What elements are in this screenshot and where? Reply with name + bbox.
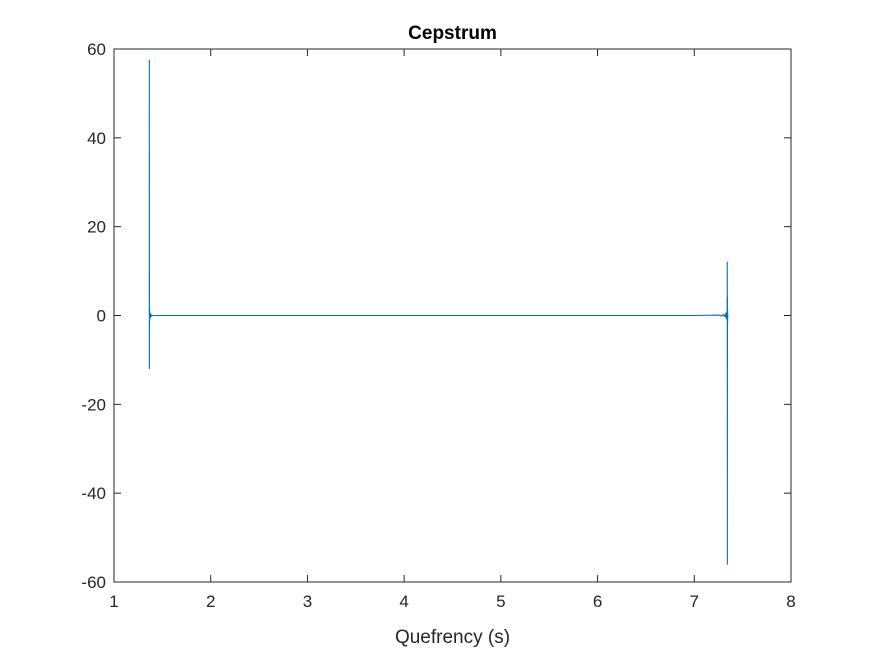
- chart-title: Cepstrum: [408, 23, 497, 44]
- y-tick-label: 20: [87, 218, 106, 237]
- x-tick-label: 1: [109, 592, 118, 611]
- cepstrum-series-line: [148, 59, 729, 565]
- y-tick-label: -20: [81, 395, 106, 414]
- x-tick-label: 5: [496, 592, 505, 611]
- x-tick-label: 8: [786, 592, 795, 611]
- y-tick-label: 40: [87, 129, 106, 148]
- y-tick-label: 60: [87, 40, 106, 59]
- x-tick-label: 4: [399, 592, 408, 611]
- y-ticks: -60 -40 -20 0 20 40 60: [81, 40, 791, 592]
- x-axis-label: Quefrency (s): [395, 627, 510, 648]
- y-tick-label: -60: [81, 573, 106, 592]
- x-tick-label: 7: [690, 592, 699, 611]
- x-ticks: 1 2 3 4 5 6 7 8: [109, 49, 796, 611]
- x-tick-label: 3: [303, 592, 312, 611]
- x-tick-label: 6: [593, 592, 602, 611]
- x-tick-label: 2: [206, 592, 215, 611]
- y-tick-label: 0: [97, 307, 106, 326]
- y-tick-label: -40: [81, 484, 106, 503]
- data-layer: [148, 59, 729, 565]
